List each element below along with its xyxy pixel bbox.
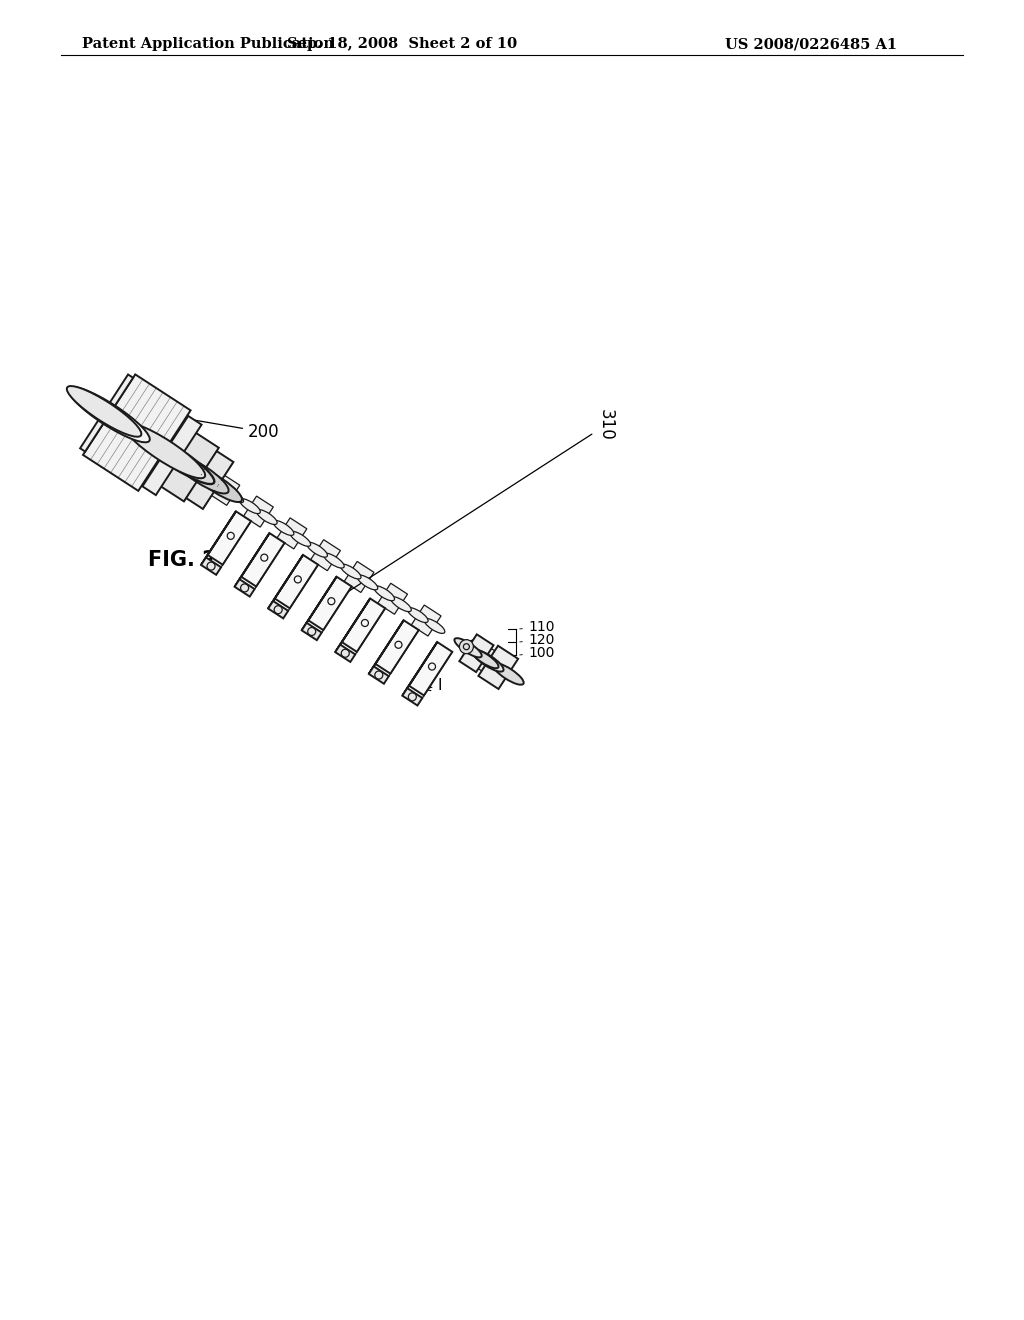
Ellipse shape — [357, 576, 378, 590]
Ellipse shape — [458, 640, 478, 655]
Text: US 2008/0226485 A1: US 2008/0226485 A1 — [725, 37, 897, 51]
Polygon shape — [268, 601, 288, 618]
Polygon shape — [460, 635, 494, 672]
Text: Sep. 18, 2008  Sheet 2 of 10: Sep. 18, 2008 Sheet 2 of 10 — [287, 37, 517, 51]
Polygon shape — [462, 638, 500, 675]
Ellipse shape — [390, 597, 412, 611]
Polygon shape — [344, 561, 374, 593]
Polygon shape — [161, 433, 219, 502]
Ellipse shape — [143, 436, 214, 484]
Ellipse shape — [324, 553, 344, 568]
Polygon shape — [412, 605, 441, 636]
Ellipse shape — [151, 441, 205, 478]
Ellipse shape — [206, 477, 226, 492]
Polygon shape — [302, 577, 337, 631]
Ellipse shape — [493, 663, 523, 685]
Polygon shape — [234, 533, 269, 587]
Ellipse shape — [174, 455, 222, 488]
Polygon shape — [376, 620, 419, 673]
Text: Patent Application Publication: Patent Application Publication — [82, 37, 334, 51]
Ellipse shape — [124, 422, 205, 478]
Polygon shape — [182, 449, 233, 510]
Text: 110: 110 — [520, 620, 554, 634]
Ellipse shape — [307, 543, 328, 557]
Polygon shape — [478, 645, 518, 689]
Ellipse shape — [473, 649, 504, 672]
Text: 100: 100 — [520, 645, 554, 660]
Polygon shape — [201, 511, 236, 565]
Polygon shape — [335, 598, 370, 652]
Ellipse shape — [174, 455, 228, 494]
Polygon shape — [409, 642, 453, 696]
Ellipse shape — [374, 586, 394, 601]
Polygon shape — [342, 598, 385, 652]
Polygon shape — [268, 554, 303, 609]
Polygon shape — [208, 511, 251, 565]
Ellipse shape — [69, 387, 150, 442]
Text: 310: 310 — [319, 409, 615, 610]
Ellipse shape — [195, 469, 242, 502]
Polygon shape — [402, 642, 437, 696]
Ellipse shape — [290, 532, 310, 546]
Polygon shape — [274, 554, 318, 609]
Polygon shape — [234, 579, 255, 597]
Polygon shape — [80, 375, 133, 451]
Polygon shape — [369, 667, 389, 684]
Polygon shape — [244, 496, 273, 527]
Ellipse shape — [340, 564, 361, 579]
Ellipse shape — [408, 607, 428, 623]
Polygon shape — [201, 557, 221, 574]
Ellipse shape — [223, 488, 244, 503]
Text: I: I — [465, 639, 474, 653]
Text: 120: 120 — [520, 634, 554, 647]
Text: I: I — [424, 677, 441, 693]
Polygon shape — [402, 688, 422, 705]
Polygon shape — [142, 416, 202, 495]
Ellipse shape — [240, 499, 260, 513]
Ellipse shape — [67, 385, 141, 437]
Polygon shape — [83, 375, 190, 491]
Polygon shape — [335, 644, 355, 661]
Text: 200: 200 — [156, 413, 280, 441]
Ellipse shape — [130, 426, 201, 475]
Ellipse shape — [273, 520, 294, 536]
Polygon shape — [310, 540, 340, 570]
Polygon shape — [308, 577, 351, 630]
Polygon shape — [210, 474, 240, 506]
Ellipse shape — [471, 649, 499, 668]
Polygon shape — [369, 620, 403, 675]
Circle shape — [460, 640, 473, 653]
Ellipse shape — [455, 638, 481, 657]
Text: FIG. 2: FIG. 2 — [148, 550, 217, 570]
Polygon shape — [378, 583, 408, 614]
Ellipse shape — [256, 510, 278, 524]
Polygon shape — [242, 533, 285, 586]
Polygon shape — [278, 517, 307, 549]
Ellipse shape — [424, 619, 444, 634]
Polygon shape — [302, 623, 322, 640]
